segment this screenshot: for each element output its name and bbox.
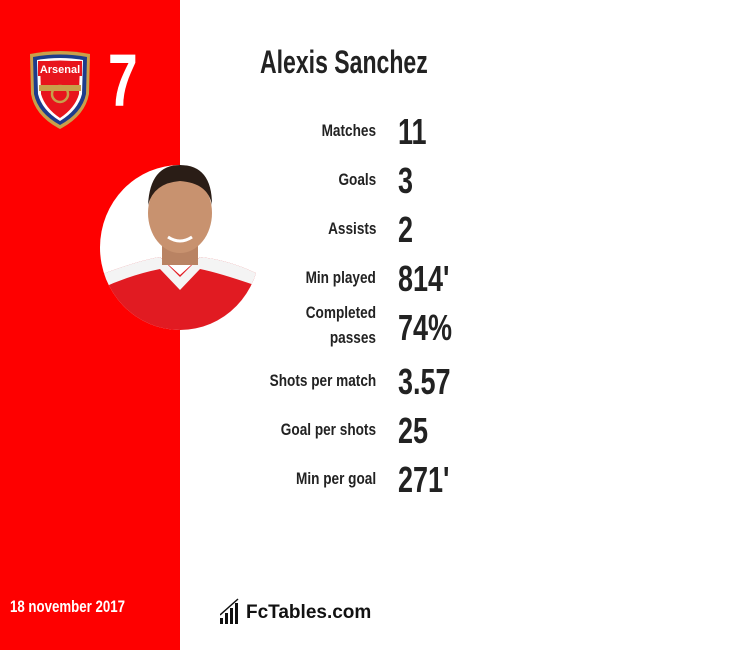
stat-value: 11: [398, 111, 427, 152]
stat-label: Matches: [321, 121, 376, 140]
stat-label: Completed passes: [305, 303, 376, 347]
stat-value: 2: [398, 209, 414, 250]
svg-text:Arsenal: Arsenal: [40, 64, 80, 76]
stat-value: 3.57: [398, 361, 451, 402]
player-photo: [100, 165, 260, 330]
stat-row: Shots per match 3.57: [0, 356, 740, 405]
stat-row: Goal per shots 25: [0, 405, 740, 454]
stat-value: 3: [398, 160, 414, 201]
stat-row: Matches 11: [0, 106, 740, 155]
stat-label: Assists: [327, 219, 376, 238]
shirt-number: 7: [108, 39, 138, 122]
bar-chart-icon: [220, 598, 239, 624]
arsenal-crest-logo: Arsenal: [30, 51, 90, 129]
fctables-logo: FcTables.com: [220, 598, 371, 624]
stat-row: Goals 3: [0, 155, 740, 204]
stat-label: Min played: [305, 268, 376, 287]
brand-name: FcTables.com: [246, 602, 372, 623]
red-side-panel: [0, 0, 180, 650]
stat-row: Min played 814': [0, 253, 740, 302]
stat-label: Shots per match: [269, 371, 376, 390]
player-name: Alexis Sanchez: [260, 44, 428, 80]
stat-row: Completed passes 74%: [0, 302, 740, 351]
stat-value: 74%: [398, 307, 453, 348]
stat-label: Goals: [338, 170, 376, 189]
stat-label: Goal per shots: [280, 420, 376, 439]
stat-value: 814': [398, 258, 450, 299]
stat-value: 271': [398, 459, 450, 500]
date-label: 18 november 2017: [10, 597, 125, 616]
stat-value: 25: [398, 410, 429, 451]
stat-row: Min per goal 271': [0, 454, 740, 503]
stat-label: Min per goal: [295, 469, 376, 488]
stat-row: Assists 2: [0, 204, 740, 253]
